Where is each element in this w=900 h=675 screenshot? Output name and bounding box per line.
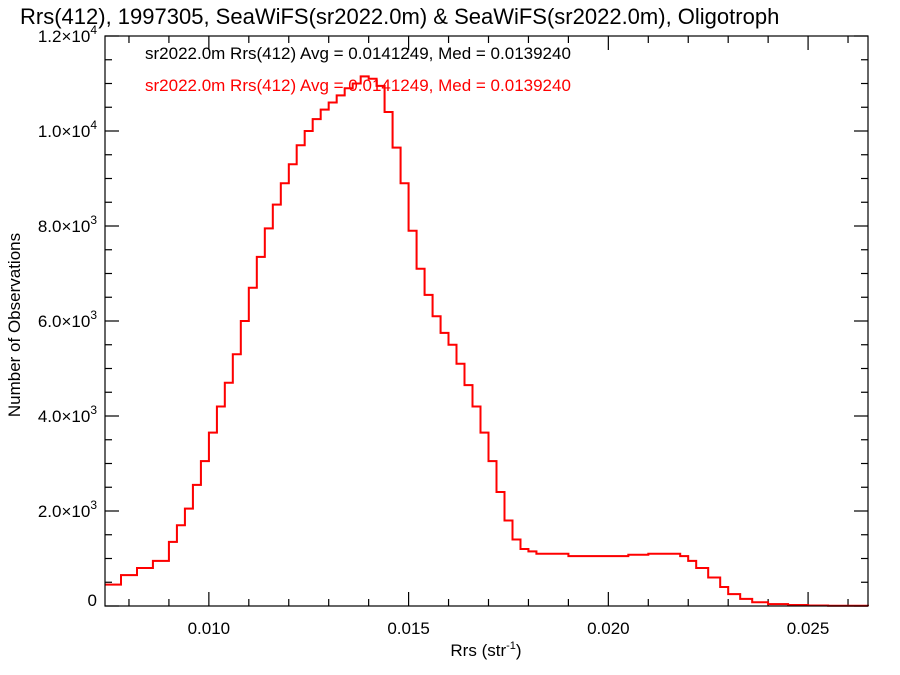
x-axis-title-main: Rrs (str <box>450 641 506 660</box>
y-tick-label: 6.0×103 <box>38 308 97 331</box>
y-tick-mantissa: 4.0×10 <box>38 407 90 426</box>
y-tick-exponent: 3 <box>90 213 97 227</box>
y-tick-exponent: 4 <box>90 23 97 37</box>
y-tick-label: 0 <box>88 591 97 610</box>
y-tick-label: 4.0×103 <box>38 403 97 426</box>
axis-tick-labels: 0.010 0.015 0.020 0.02502.0×1034.0×1036.0×1… <box>38 23 830 638</box>
y-tick-mantissa: 8.0×10 <box>38 217 90 236</box>
axis-ticks <box>105 35 868 607</box>
y-tick-mantissa: 1.2×10 <box>38 27 90 46</box>
y-tick-label: 1.0×104 <box>38 118 97 141</box>
y-tick-mantissa: 6.0×10 <box>38 312 90 331</box>
y-tick-mantissa: 1.0×10 <box>38 122 90 141</box>
x-axis-title-end: ) <box>516 641 522 660</box>
y-tick-mantissa: 0 <box>88 591 97 610</box>
x-axis-title: Rrs (str-1) <box>450 640 521 660</box>
legend-entry-red: sr2022.0m Rrs(412) Avg = 0.0141249, Med … <box>145 76 571 95</box>
y-axis-title: Number of Observations <box>5 233 24 417</box>
y-tick-mantissa: 2.0×10 <box>38 502 90 521</box>
x-axis-title-superscript: -1 <box>506 640 516 652</box>
y-tick-label: 2.0×103 <box>38 498 97 521</box>
series-layer <box>105 75 869 607</box>
x-tick-label: 0.015 <box>387 619 430 638</box>
chart-title: Rrs(412), 1997305, SeaWiFS(sr2022.0m) & … <box>20 4 779 29</box>
plot-frame <box>104 35 869 607</box>
y-axis-title-group: Number of Observations <box>5 233 24 417</box>
y-tick-exponent: 4 <box>90 118 97 132</box>
y-tick-exponent: 3 <box>90 308 97 322</box>
series-line-red <box>105 75 869 607</box>
y-tick-label: 1.2×104 <box>38 23 97 46</box>
y-tick-label: 8.0×103 <box>38 213 97 236</box>
y-tick-exponent: 3 <box>90 403 97 417</box>
y-tick-exponent: 3 <box>90 498 97 512</box>
legend-entry-black: sr2022.0m Rrs(412) Avg = 0.0141249, Med … <box>145 44 571 63</box>
legend: sr2022.0m Rrs(412) Avg = 0.0141249, Med … <box>145 44 571 95</box>
x-tick-label: 0.010 <box>188 619 231 638</box>
series-line-black <box>105 75 869 607</box>
x-tick-label: 0.025 <box>787 619 830 638</box>
x-tick-label: 0.020 <box>587 619 630 638</box>
